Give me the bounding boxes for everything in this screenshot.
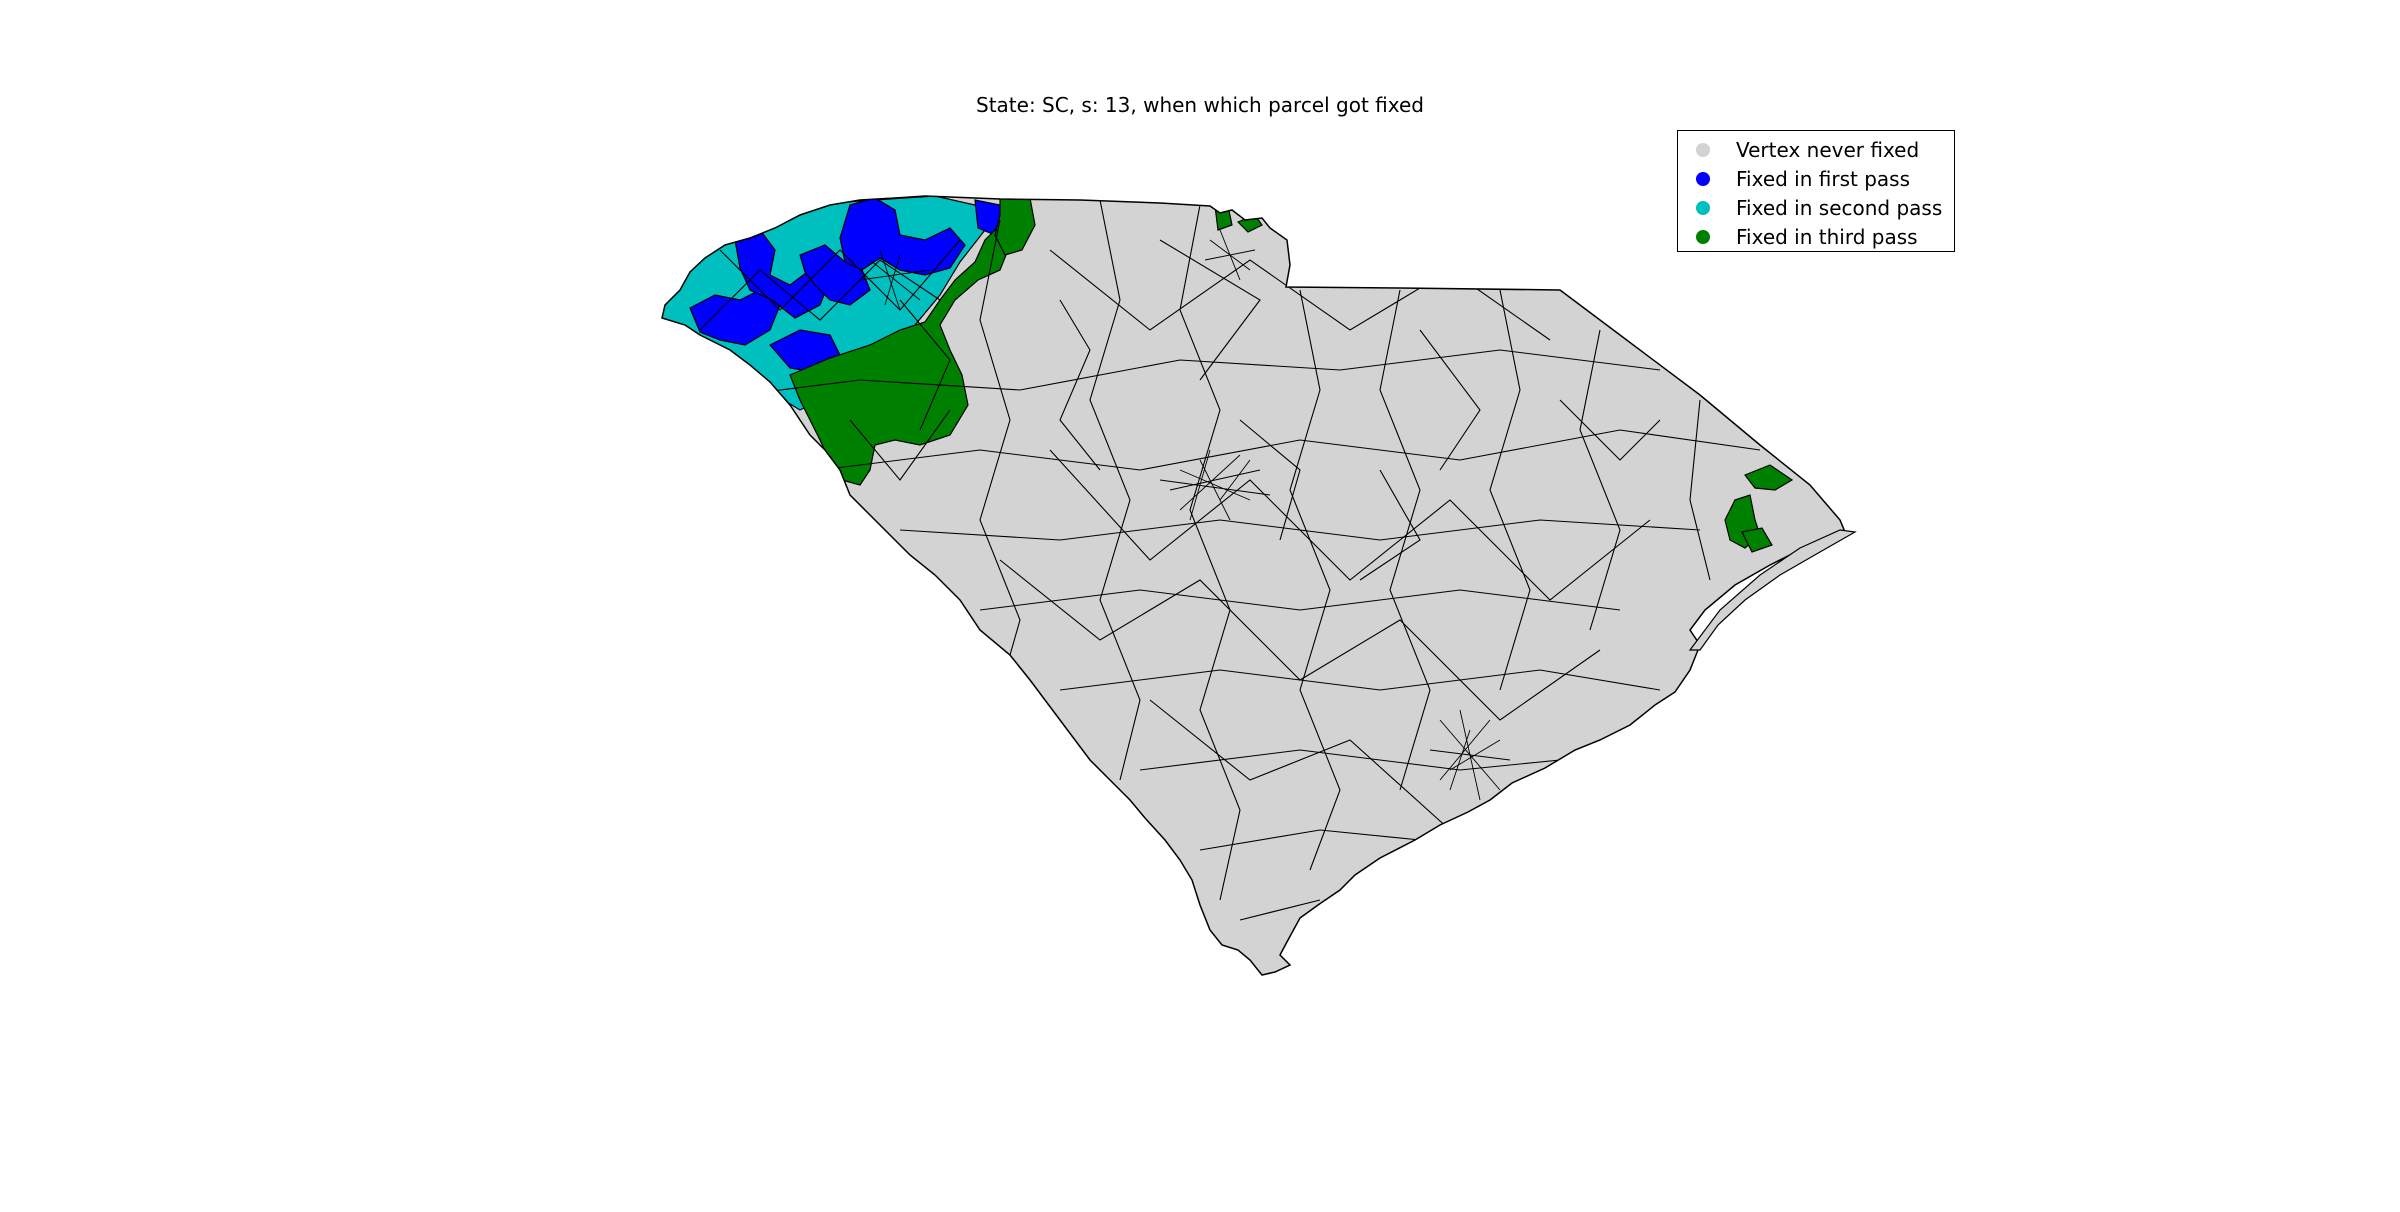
parcel-boundaries [699, 199, 1761, 921]
region-third-pass-coast-3 [1741, 527, 1773, 553]
legend-label-never-fixed: Vertex never fixed [1736, 137, 1920, 162]
legend-label-first-pass: Fixed in first pass [1736, 166, 1911, 191]
legend-marker-never-fixed [1696, 142, 1710, 157]
map-legend: Vertex never fixed Fixed in first pass F… [1677, 130, 1955, 252]
map-title: State: SC, s: 13, when which parcel got … [976, 93, 1424, 117]
legend-item-never-fixed: Vertex never fixed [1678, 135, 1954, 164]
legend-item-third-pass: Fixed in third pass [1678, 222, 1954, 251]
urban-cluster-greenville [859, 249, 931, 311]
legend-marker-first-pass [1696, 171, 1710, 186]
region-first-pass-a [689, 289, 781, 346]
legend-marker-second-pass [1696, 200, 1710, 215]
legend-item-first-pass: Fixed in first pass [1678, 164, 1954, 193]
region-first-pass-d [799, 244, 871, 306]
urban-cluster-rock-hill [1204, 229, 1256, 281]
coastal-islands [1688, 529, 1857, 651]
legend-marker-third-pass [1696, 229, 1710, 244]
legend-label-second-pass: Fixed in second pass [1736, 195, 1943, 220]
urban-cluster-columbia [1159, 449, 1271, 521]
legend-item-second-pass: Fixed in second pass [1678, 193, 1954, 222]
region-third-pass-coast-1 [1744, 464, 1794, 491]
legend-label-third-pass: Fixed in third pass [1736, 224, 1918, 249]
region-third-pass-ne-1 [1214, 205, 1233, 231]
region-third-pass-north [994, 196, 1036, 256]
urban-cluster-charleston [1429, 709, 1511, 801]
